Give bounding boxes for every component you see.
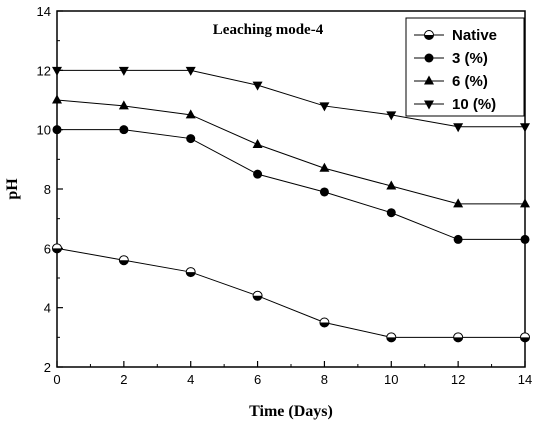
data-point <box>253 169 263 179</box>
series-layer <box>52 66 530 343</box>
legend-entry: Native <box>414 27 497 44</box>
data-point <box>386 332 397 343</box>
data-point <box>185 66 196 76</box>
legend-marker <box>424 75 434 85</box>
x-tick-label: 4 <box>187 372 194 387</box>
y-tick-label: 10 <box>37 123 51 138</box>
data-point <box>252 81 263 91</box>
x-tick-label: 10 <box>384 372 398 387</box>
series-line <box>57 69 525 128</box>
data-point <box>52 94 62 104</box>
legend-label: 10 (%) <box>452 96 496 113</box>
data-point <box>185 267 196 278</box>
data-point <box>453 234 463 244</box>
data-point <box>386 111 397 121</box>
series-3 <box>52 66 530 133</box>
data-point <box>118 100 129 110</box>
series-1 <box>52 125 530 244</box>
legend-label: Native <box>452 27 497 44</box>
data-point <box>119 125 129 135</box>
y-tick-label: 6 <box>44 241 51 256</box>
data-point <box>185 109 196 119</box>
series-line <box>56 247 525 338</box>
x-tick-label: 12 <box>451 372 465 387</box>
data-point <box>118 66 129 76</box>
data-point <box>453 198 464 208</box>
legend-marker <box>424 100 434 110</box>
y-tick-label: 14 <box>37 4 51 19</box>
data-point <box>319 187 329 197</box>
data-point <box>52 125 62 135</box>
legend-entry: 10 (%) <box>414 96 496 113</box>
data-point <box>52 66 62 76</box>
legend-label: 6 (%) <box>452 73 488 90</box>
data-point <box>453 123 464 133</box>
data-point <box>52 243 62 254</box>
series-2 <box>52 94 530 208</box>
data-point <box>386 208 396 218</box>
data-point <box>118 255 129 266</box>
x-tick-label: 2 <box>120 372 127 387</box>
x-tick-label: 0 <box>53 372 60 387</box>
data-point <box>520 123 530 133</box>
data-point <box>453 332 464 343</box>
legend-marker <box>424 30 434 40</box>
legend-entry: 6 (%) <box>414 73 488 90</box>
series-line <box>56 99 525 205</box>
legend-label: 3 (%) <box>452 50 488 67</box>
series-line <box>57 129 525 240</box>
data-point <box>252 290 263 301</box>
legend-marker <box>424 53 434 63</box>
x-axis: 0 2 4 6 8 10 12 14 <box>53 361 532 387</box>
y-axis: 2 4 6 8 10 12 14 <box>37 4 63 375</box>
data-point <box>186 134 196 144</box>
legend-entry: 3 (%) <box>414 50 488 67</box>
x-tick-label: 6 <box>254 372 261 387</box>
series-0 <box>52 243 530 343</box>
y-tick-label: 8 <box>44 182 51 197</box>
data-point <box>520 332 530 343</box>
data-point <box>252 139 263 148</box>
y-axis-title: pH <box>4 178 21 200</box>
legend: Native 3 (%) 6 (%) 10 (%) <box>405 17 525 117</box>
y-tick-label: 12 <box>37 63 51 78</box>
x-axis-title: Time (Days) <box>249 403 333 420</box>
y-tick-label: 4 <box>44 301 51 316</box>
chart-title: Leaching mode-4 <box>213 22 324 38</box>
x-tick-label: 8 <box>321 372 328 387</box>
x-tick-label: 14 <box>518 372 532 387</box>
data-point <box>319 162 330 172</box>
y-tick-label: 2 <box>44 360 51 375</box>
data-point <box>520 234 530 244</box>
data-point <box>319 317 330 328</box>
data-point <box>520 198 530 208</box>
data-point <box>319 102 330 112</box>
data-point <box>386 180 397 190</box>
